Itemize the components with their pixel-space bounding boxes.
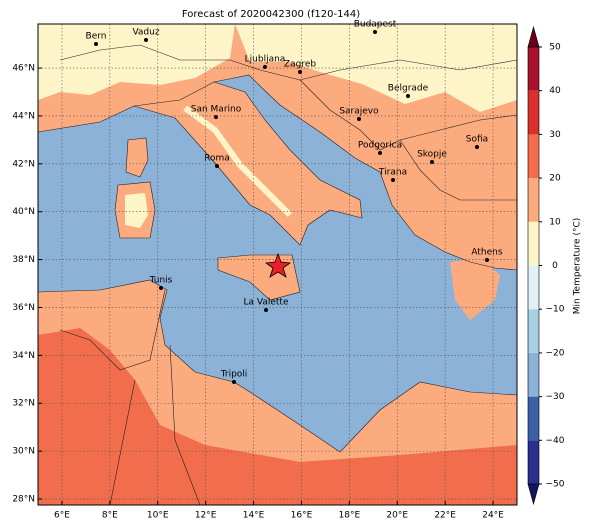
cool-region <box>235 24 517 112</box>
y-tick-label: 34°N <box>12 351 35 361</box>
city-dot <box>159 286 163 290</box>
colorbar-tick-label: −40 <box>546 436 565 446</box>
colorbar-tick-label: −10 <box>546 305 565 315</box>
city-label: Zagreb <box>284 60 316 70</box>
city-label: Skopje <box>417 150 447 160</box>
colorbar-tick-label: −20 <box>546 348 565 358</box>
city-dot <box>214 115 218 119</box>
x-tick-label: 8°E <box>102 511 118 521</box>
city-label: Podgorica <box>358 141 402 151</box>
y-tick-label: 28°N <box>12 495 35 505</box>
city-label: Sofia <box>466 135 488 145</box>
city-label: Ljubljana <box>245 55 286 65</box>
city-label: Sarajevo <box>339 107 379 117</box>
city-label: La Valette <box>244 298 289 308</box>
x-tick-label: 16°E <box>291 511 313 521</box>
city-dot <box>406 94 410 98</box>
x-tick-label: 12°E <box>195 511 217 521</box>
x-tick-label: 14°E <box>243 511 265 521</box>
city-label: Tripoli <box>220 370 248 380</box>
y-tick-label: 42°N <box>12 159 35 169</box>
city-label: Belgrade <box>388 84 429 94</box>
colorbar-tick-label: 10 <box>549 217 561 227</box>
frame <box>37 23 518 506</box>
borders <box>38 44 517 505</box>
colorbar-bin <box>528 309 539 353</box>
city-label: Vaduz <box>132 28 159 38</box>
city-label: Athens <box>471 248 502 258</box>
y-tick-label: 44°N <box>12 111 35 121</box>
city-dot <box>357 117 361 121</box>
colorbar-bin <box>528 47 539 91</box>
sardinia-inland <box>125 193 148 228</box>
colorbar-bin <box>528 352 539 397</box>
city-dot <box>391 178 395 182</box>
cool-region <box>38 24 235 100</box>
city-label: Bern <box>86 32 107 42</box>
colorbar-bin <box>528 178 539 222</box>
city-dot <box>215 164 219 168</box>
corsica <box>126 138 148 177</box>
x-tick-label: 6°E <box>54 511 70 521</box>
y-tick-label: 30°N <box>12 447 35 457</box>
city-dot <box>430 160 434 164</box>
city-dot <box>475 145 479 149</box>
colorbar-tick-label: −50 <box>546 480 565 490</box>
y-tick-label: 46°N <box>12 64 35 74</box>
city-label: Tunis <box>149 276 173 286</box>
colorbar-bin <box>528 396 539 441</box>
x-tick-label: 20°E <box>386 511 408 521</box>
x-tick-label: 18°E <box>339 511 361 521</box>
colorbar-tick-label: −30 <box>546 392 565 402</box>
x-tick-label: 24°E <box>482 511 504 521</box>
colorbar-tick-label: 30 <box>549 130 561 140</box>
city-dot <box>264 308 268 312</box>
city-dot <box>232 380 236 384</box>
city-dot <box>378 151 382 155</box>
x-tick-label: 10°E <box>147 511 169 521</box>
title: Forecast of 2020042300 (f120-144) <box>182 9 360 20</box>
location-star <box>264 252 292 278</box>
city-dot <box>144 38 148 42</box>
y-tick-label: 40°N <box>12 207 35 217</box>
city-label: Roma <box>204 154 230 164</box>
city-dot <box>373 30 377 34</box>
peloponnese <box>450 258 500 320</box>
y-tick-label: 38°N <box>12 255 35 265</box>
colorbar-bin <box>528 265 539 310</box>
colorbar-under <box>527 483 540 506</box>
colorbar-bin <box>528 221 539 266</box>
city-label: San Marino <box>191 105 242 115</box>
colorbar-label: Min Temperature (°C) <box>573 218 583 315</box>
city-dot <box>485 258 489 262</box>
colorbar-tick-label: 20 <box>549 174 561 184</box>
colorbar-bin <box>528 134 539 179</box>
apennines <box>183 105 293 218</box>
colorbar-bin <box>528 440 539 484</box>
warm-region <box>38 328 517 505</box>
y-tick-label: 32°N <box>12 399 35 409</box>
italy <box>134 82 362 245</box>
city-dot <box>298 70 302 74</box>
colorbar-bin <box>528 90 539 135</box>
y-tick-label: 36°N <box>12 303 35 313</box>
colorbar-tick-label: 40 <box>549 86 561 96</box>
colorbar-tick-label: 0 <box>552 261 558 271</box>
colorbar-over <box>527 25 540 48</box>
city-label: Tirana <box>378 168 407 178</box>
x-tick-label: 22°E <box>434 511 456 521</box>
city-dot <box>94 42 98 46</box>
colorbar-tick-label: 50 <box>549 43 561 53</box>
city-dot <box>263 65 267 69</box>
